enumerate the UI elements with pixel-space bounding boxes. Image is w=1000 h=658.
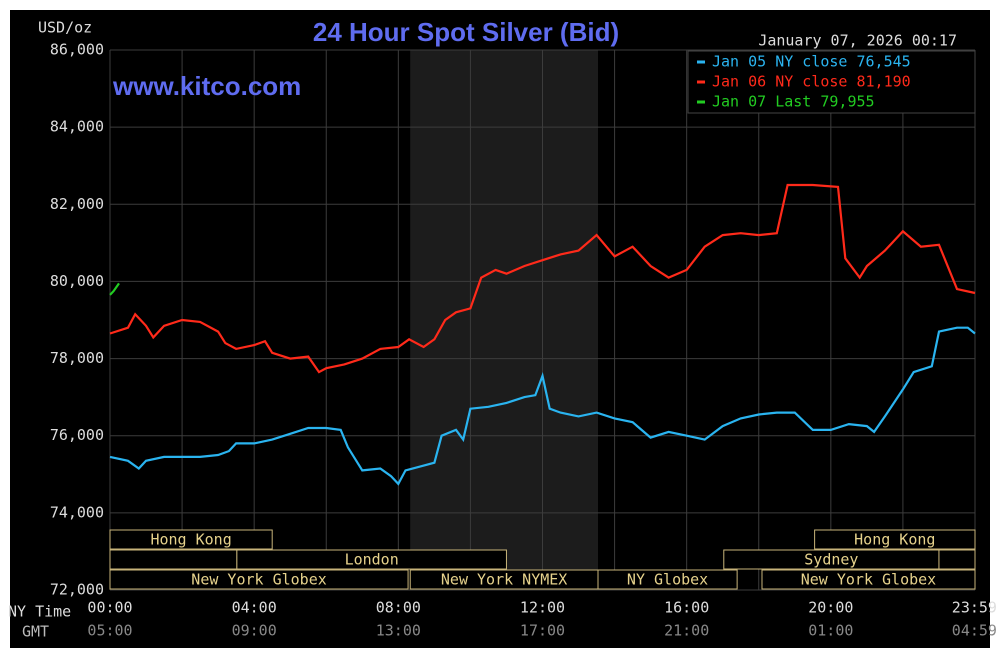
session-box <box>761 569 976 590</box>
x2-tick-label: 13:00 <box>376 622 421 640</box>
session-label: NY Globex <box>627 571 708 589</box>
x2-tick-label: 09:00 <box>232 622 277 640</box>
session-label: Sydney <box>804 551 858 569</box>
y-tick-label: 84,000 <box>50 118 104 136</box>
x2-tick-label: 05:00 <box>87 622 132 640</box>
y-tick-label: 74,000 <box>50 503 104 521</box>
session-box <box>236 549 507 570</box>
x-tick-label: 04:00 <box>232 599 277 617</box>
x-tick-label: 23:59 <box>952 599 997 617</box>
session-label: Hong Kong <box>150 531 231 549</box>
session-box <box>938 549 976 570</box>
x2-tick-label: 04:59 <box>952 622 997 640</box>
legend-box <box>687 50 976 114</box>
session-label: New York Globex <box>801 571 936 589</box>
x2-tick-label: 17:00 <box>520 622 565 640</box>
y-tick-label: 80,000 <box>50 272 104 290</box>
session-box <box>597 569 738 590</box>
x2-tick-label: 01:00 <box>808 622 853 640</box>
session-box <box>109 549 238 570</box>
watermark: www.kitco.com <box>112 71 301 101</box>
price-line <box>109 282 120 296</box>
legend-label: Jan 07 Last 79,955 <box>712 93 875 111</box>
price-line <box>109 326 976 486</box>
chart-title: 24 Hour Spot Silver (Bid) <box>313 17 619 47</box>
x2-tick-label: 21:00 <box>664 622 709 640</box>
x-tick-label: 08:00 <box>376 599 421 617</box>
price-line <box>109 183 976 374</box>
legend-label: Jan 05 NY close 76,545 <box>712 53 911 71</box>
x-tick-label: 12:00 <box>520 599 565 617</box>
y-tick-label: 86,000 <box>50 41 104 59</box>
session-box <box>109 569 409 590</box>
session-label: New York NYMEX <box>441 571 567 589</box>
shaded-region <box>410 50 599 590</box>
session-box <box>109 529 273 550</box>
y-axis-label: USD/oz <box>38 19 92 37</box>
session-label: London <box>345 551 399 569</box>
timestamp: January 07, 2026 00:17 <box>758 32 957 50</box>
y-tick-label: 78,000 <box>50 349 104 367</box>
x-row-label: NY Time <box>8 603 71 621</box>
y-tick-label: 76,000 <box>50 426 104 444</box>
x-tick-label: 20:00 <box>808 599 853 617</box>
session-label: Hong Kong <box>854 531 935 549</box>
x-tick-label: 00:00 <box>87 599 132 617</box>
legend-label: Jan 06 NY close 81,190 <box>712 73 911 91</box>
session-label: New York Globex <box>191 571 326 589</box>
y-tick-label: 82,000 <box>50 195 104 213</box>
x2-row-label: GMT <box>22 623 49 641</box>
session-box <box>814 529 976 550</box>
x-tick-label: 16:00 <box>664 599 709 617</box>
y-tick-label: 72,000 <box>50 581 104 599</box>
